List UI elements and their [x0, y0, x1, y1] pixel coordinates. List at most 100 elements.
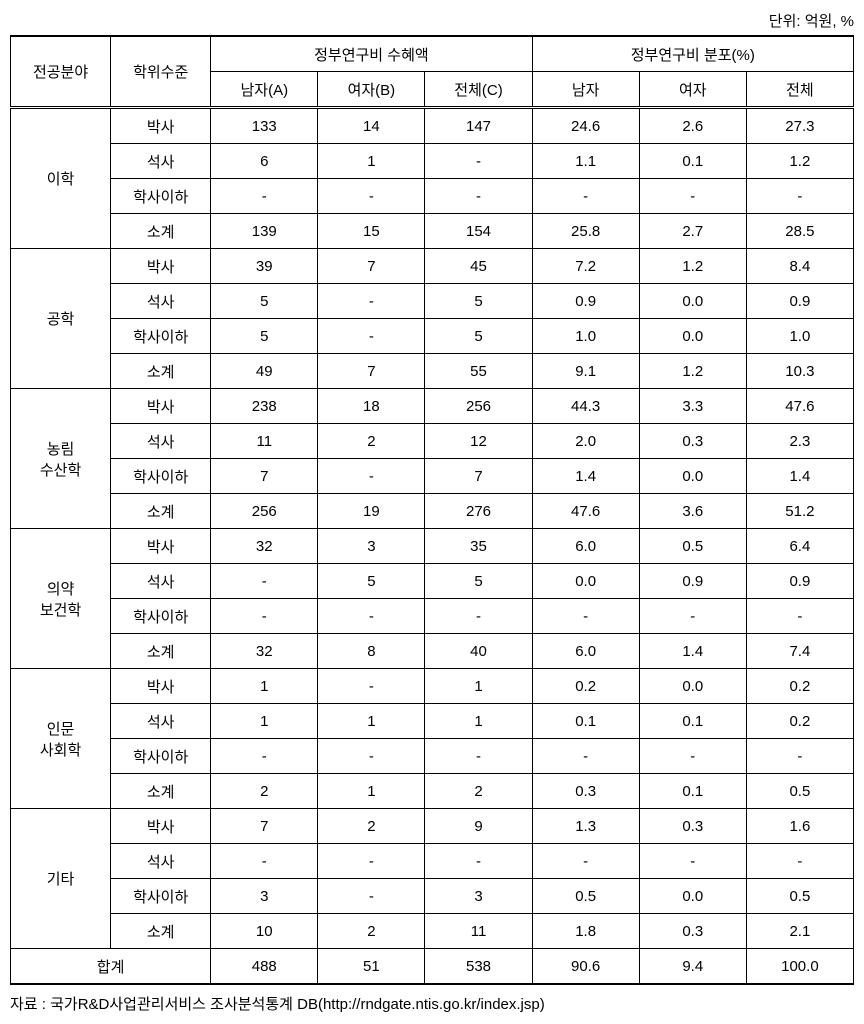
table-row: 석사61-1.10.11.2	[11, 144, 854, 179]
dist-female-cell: 2.7	[639, 214, 746, 249]
dist-total-cell: -	[746, 179, 853, 214]
amount-male-cell: -	[211, 739, 318, 774]
table-row: 소계1391515425.82.728.5	[11, 214, 854, 249]
amount-total-cell: 3	[425, 879, 532, 914]
dist-total-cell: 47.6	[746, 389, 853, 424]
dist-total-cell: -	[746, 599, 853, 634]
dist-total-cell: 7.4	[746, 634, 853, 669]
dist-female-cell: 3.6	[639, 494, 746, 529]
amount-male-cell: 11	[211, 424, 318, 459]
amount-female-cell: -	[318, 669, 425, 704]
dist-total-cell: 1.6	[746, 809, 853, 844]
dist-total-cell: 1.4	[746, 459, 853, 494]
table-row: 석사------	[11, 844, 854, 879]
dist-male-cell: -	[532, 179, 639, 214]
dist-female-cell: 1.2	[639, 354, 746, 389]
dist-male-cell: 1.3	[532, 809, 639, 844]
dist-male-cell: -	[532, 844, 639, 879]
degree-cell: 석사	[111, 144, 211, 179]
amount-total-cell: 1	[425, 669, 532, 704]
degree-cell: 박사	[111, 249, 211, 284]
major-cell: 이학	[11, 108, 111, 249]
amount-total-cell: -	[425, 739, 532, 774]
dist-total-cell: 0.9	[746, 284, 853, 319]
dist-total-cell: -	[746, 739, 853, 774]
dist-male-cell: -	[532, 599, 639, 634]
amount-male-cell: 3	[211, 879, 318, 914]
dist-female-cell: 0.1	[639, 704, 746, 739]
amount-male-cell: 2	[211, 774, 318, 809]
amount-total-cell: 35	[425, 529, 532, 564]
degree-cell: 박사	[111, 389, 211, 424]
dist-female-cell: -	[639, 179, 746, 214]
amount-male-cell: -	[211, 179, 318, 214]
dist-female-cell: 0.3	[639, 809, 746, 844]
amount-female-cell: -	[318, 284, 425, 319]
degree-cell: 학사이하	[111, 459, 211, 494]
unit-label: 단위: 억원, %	[10, 10, 854, 31]
amount-male-cell: -	[211, 564, 318, 599]
amount-male-cell: 7	[211, 459, 318, 494]
dist-male-cell: 1.4	[532, 459, 639, 494]
amount-male-cell: 488	[211, 949, 318, 985]
amount-total-cell: 40	[425, 634, 532, 669]
degree-cell: 석사	[111, 704, 211, 739]
amount-male-cell: 133	[211, 108, 318, 144]
amount-total-cell: 5	[425, 564, 532, 599]
dist-male-cell: 0.9	[532, 284, 639, 319]
amount-female-cell: 1	[318, 704, 425, 739]
table-row: 석사112122.00.32.3	[11, 424, 854, 459]
dist-female-cell: 0.3	[639, 424, 746, 459]
amount-female-cell: 2	[318, 809, 425, 844]
table-row: 농림 수산학박사2381825644.33.347.6	[11, 389, 854, 424]
col-header-major: 전공분야	[11, 36, 111, 108]
dist-male-cell: 7.2	[532, 249, 639, 284]
col-header-dist-male: 남자	[532, 72, 639, 108]
degree-cell: 박사	[111, 108, 211, 144]
dist-male-cell: 25.8	[532, 214, 639, 249]
amount-male-cell: 238	[211, 389, 318, 424]
dist-male-cell: 2.0	[532, 424, 639, 459]
amount-female-cell: 7	[318, 249, 425, 284]
degree-cell: 학사이하	[111, 599, 211, 634]
degree-cell: 학사이하	[111, 179, 211, 214]
degree-cell: 석사	[111, 564, 211, 599]
amount-male-cell: 1	[211, 704, 318, 739]
amount-total-cell: 154	[425, 214, 532, 249]
dist-female-cell: 0.0	[639, 879, 746, 914]
table-row: 소계497559.11.210.3	[11, 354, 854, 389]
amount-male-cell: 32	[211, 634, 318, 669]
degree-cell: 석사	[111, 844, 211, 879]
dist-total-cell: 0.5	[746, 879, 853, 914]
amount-total-cell: -	[425, 179, 532, 214]
dist-female-cell: 0.9	[639, 564, 746, 599]
dist-female-cell: -	[639, 599, 746, 634]
dist-female-cell: 0.0	[639, 284, 746, 319]
dist-male-cell: -	[532, 739, 639, 774]
col-header-dist-female: 여자	[639, 72, 746, 108]
amount-male-cell: 139	[211, 214, 318, 249]
amount-female-cell: 18	[318, 389, 425, 424]
dist-total-cell: 28.5	[746, 214, 853, 249]
degree-cell: 석사	[111, 284, 211, 319]
table-row: 인문 사회학박사1-10.20.00.2	[11, 669, 854, 704]
dist-total-cell: 0.2	[746, 669, 853, 704]
degree-cell: 소계	[111, 774, 211, 809]
degree-cell: 석사	[111, 424, 211, 459]
dist-female-cell: 0.0	[639, 669, 746, 704]
major-cell: 의약 보건학	[11, 529, 111, 669]
col-header-degree: 학위수준	[111, 36, 211, 108]
table-row: 소계2120.30.10.5	[11, 774, 854, 809]
col-header-dist-group: 정부연구비 분포(%)	[532, 36, 853, 72]
dist-female-cell: 0.3	[639, 914, 746, 949]
degree-cell: 학사이하	[111, 739, 211, 774]
dist-female-cell: 1.4	[639, 634, 746, 669]
dist-female-cell: 0.5	[639, 529, 746, 564]
dist-total-cell: 10.3	[746, 354, 853, 389]
amount-female-cell: 2	[318, 914, 425, 949]
dist-male-cell: 44.3	[532, 389, 639, 424]
major-cell: 농림 수산학	[11, 389, 111, 529]
amount-male-cell: 49	[211, 354, 318, 389]
dist-total-cell: 0.5	[746, 774, 853, 809]
amount-female-cell: -	[318, 179, 425, 214]
